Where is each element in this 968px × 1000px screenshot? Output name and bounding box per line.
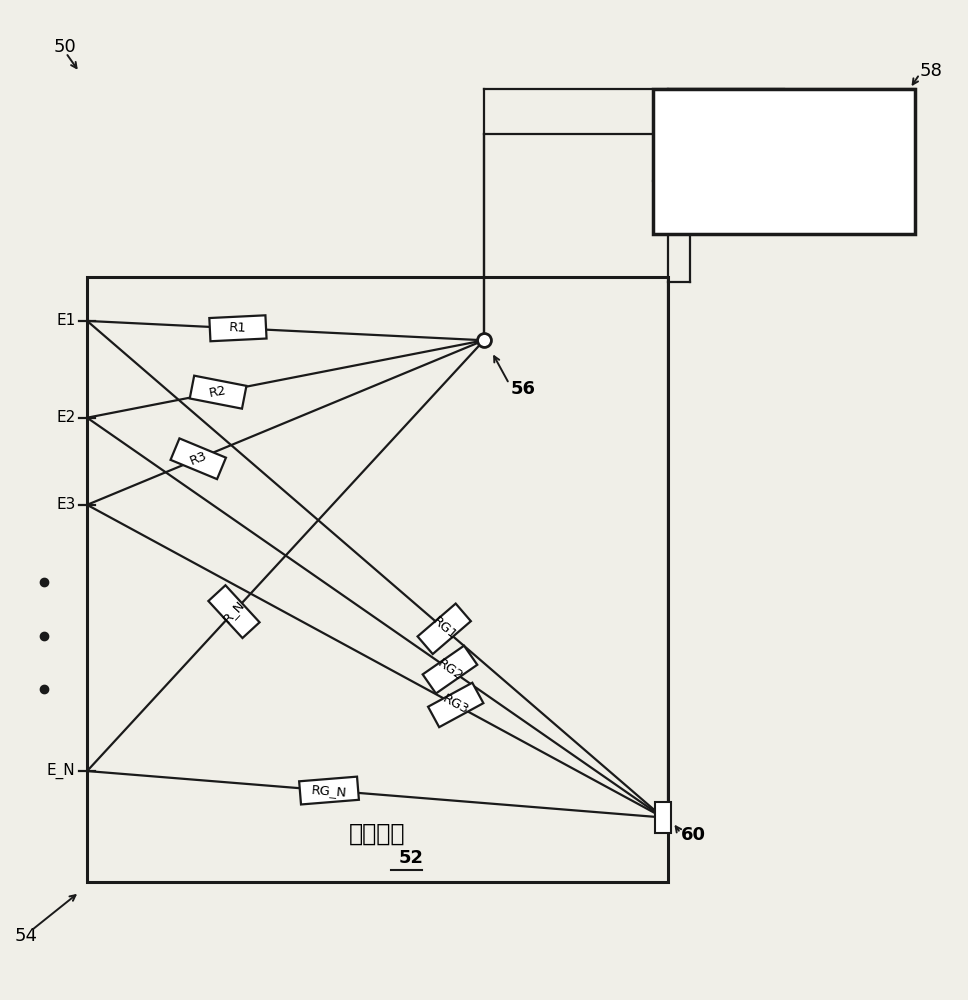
Text: E2: E2 bbox=[56, 410, 76, 425]
Polygon shape bbox=[190, 376, 247, 409]
Text: 50: 50 bbox=[53, 38, 76, 56]
Polygon shape bbox=[423, 646, 477, 693]
Text: RG1: RG1 bbox=[430, 615, 459, 643]
Text: 导电体积: 导电体积 bbox=[349, 822, 406, 846]
Text: +: + bbox=[681, 125, 697, 144]
Text: 58: 58 bbox=[920, 62, 943, 80]
Text: 56: 56 bbox=[511, 380, 536, 398]
Text: −: − bbox=[678, 171, 696, 191]
Polygon shape bbox=[299, 777, 359, 804]
Text: R2: R2 bbox=[208, 384, 228, 400]
Text: RG2: RG2 bbox=[435, 656, 466, 683]
Text: 发生器: 发生器 bbox=[784, 167, 836, 195]
Bar bbox=[655, 802, 671, 833]
Polygon shape bbox=[209, 315, 266, 341]
Text: R3: R3 bbox=[188, 449, 209, 468]
Text: R_N: R_N bbox=[221, 598, 248, 625]
Text: RG3: RG3 bbox=[440, 693, 471, 717]
Text: RG_N: RG_N bbox=[311, 783, 348, 798]
Polygon shape bbox=[170, 438, 226, 479]
Text: E1: E1 bbox=[56, 313, 76, 328]
Polygon shape bbox=[428, 683, 483, 727]
Polygon shape bbox=[208, 585, 259, 638]
Text: R1: R1 bbox=[228, 321, 247, 335]
Polygon shape bbox=[417, 604, 470, 654]
Text: 54: 54 bbox=[15, 927, 38, 945]
Text: 60: 60 bbox=[681, 826, 706, 844]
Text: 信号: 信号 bbox=[793, 120, 828, 148]
Text: 52: 52 bbox=[399, 849, 424, 867]
Bar bbox=[653, 89, 915, 234]
Text: E_N: E_N bbox=[46, 763, 76, 779]
Text: E3: E3 bbox=[56, 497, 76, 512]
